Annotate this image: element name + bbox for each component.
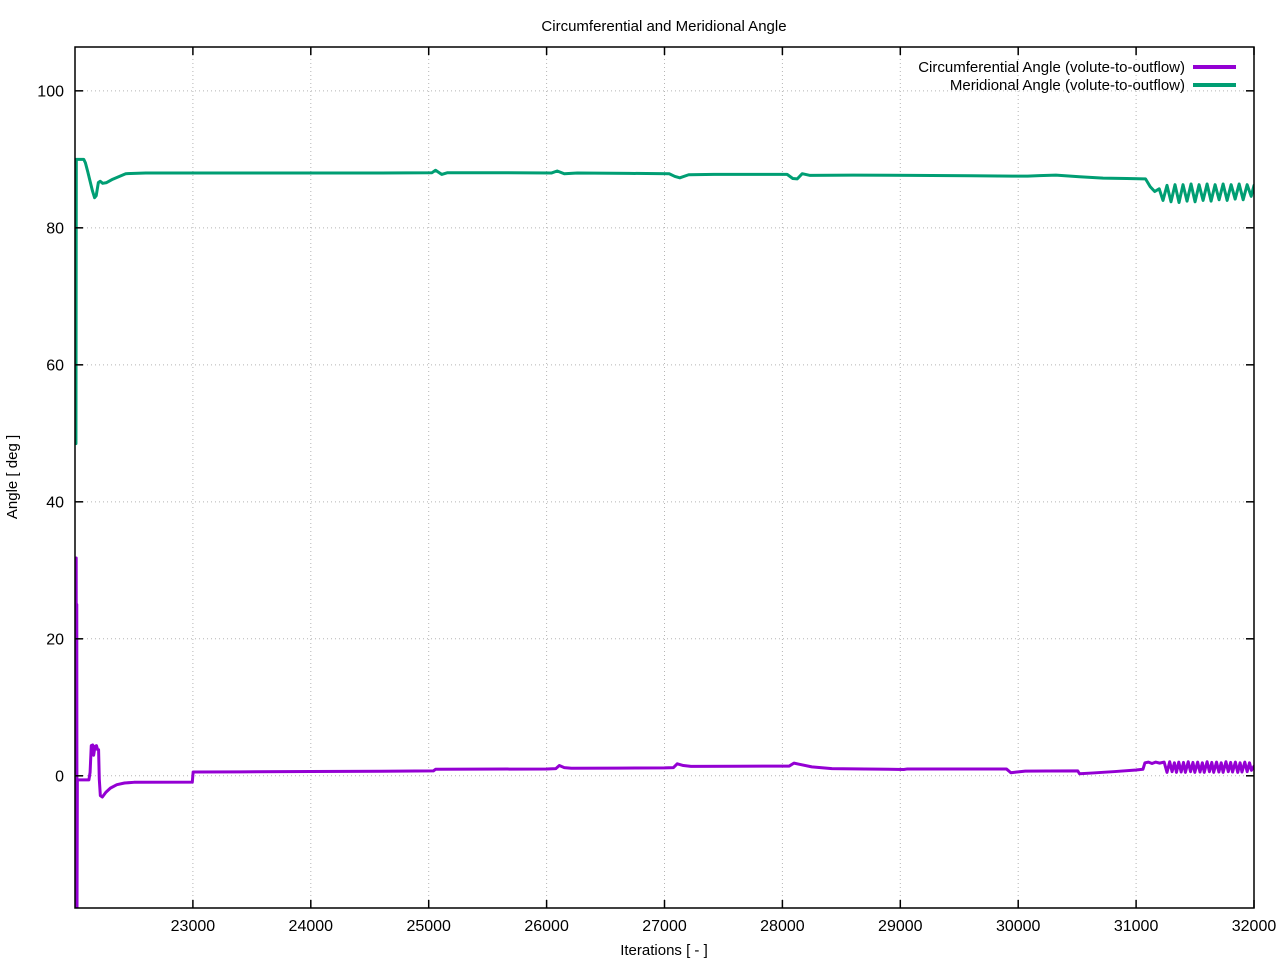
y-tick-label: 0: [55, 768, 64, 785]
x-tick-label: 30000: [996, 918, 1041, 935]
x-tick-label: 32000: [1232, 918, 1277, 935]
legend-label-circumferential: Circumferential Angle (volute-to-outflow…: [918, 59, 1185, 76]
y-tick-label: 60: [46, 357, 64, 374]
x-tick-label: 24000: [289, 918, 334, 935]
x-tick-label: 27000: [642, 918, 687, 935]
legend: Circumferential Angle (volute-to-outflow…: [918, 59, 1236, 94]
y-tick-label: 40: [46, 494, 64, 511]
series-line-circumferential: [75, 556, 1254, 908]
chart-title: Circumferential and Meridional Angle: [541, 18, 786, 35]
series-line-meridional: [75, 157, 1254, 446]
x-tick-label: 25000: [406, 918, 451, 935]
data-series: [75, 157, 1254, 908]
y-tick-label: 80: [46, 220, 64, 237]
x-tick-label: 26000: [524, 918, 569, 935]
x-tick-label: 28000: [760, 918, 805, 935]
axis-ticks: [75, 47, 1255, 908]
legend-label-meridional: Meridional Angle (volute-to-outflow): [950, 77, 1185, 94]
y-tick-label: 100: [37, 83, 64, 100]
x-tick-label: 31000: [1114, 918, 1159, 935]
y-axis-label: Angle [ deg ]: [4, 435, 21, 519]
x-axis-label: Iterations [ - ]: [620, 942, 708, 959]
grid-lines: [75, 47, 1254, 908]
tick-labels: 23000 24000 25000 26000 27000 28000 29000 30000…: [37, 83, 1276, 935]
y-tick-label: 20: [46, 631, 64, 648]
x-tick-label: 29000: [878, 918, 923, 935]
x-tick-label: 23000: [171, 918, 216, 935]
